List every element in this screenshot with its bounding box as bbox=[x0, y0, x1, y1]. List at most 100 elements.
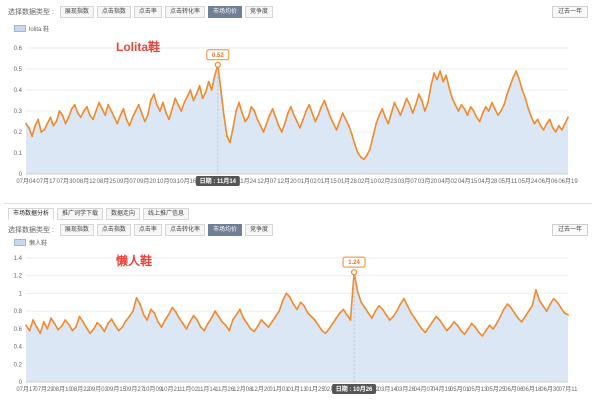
range-past-year-button[interactable]: 过去一年 bbox=[551, 6, 588, 18]
y-tick-label: 0.2 bbox=[14, 130, 23, 136]
data-point bbox=[110, 110, 113, 112]
data-point bbox=[131, 116, 134, 119]
data-point bbox=[52, 124, 55, 127]
subtab-market-analysis[interactable]: 市场数据分析 bbox=[8, 208, 55, 220]
data-point bbox=[278, 310, 281, 312]
peak-point bbox=[214, 61, 221, 68]
tab-click-rate[interactable]: 点击率 bbox=[133, 6, 162, 18]
data-point bbox=[338, 120, 341, 123]
data-point bbox=[424, 110, 426, 112]
data-point bbox=[171, 306, 174, 309]
subtab-keyword-download[interactable]: 推广词学下载 bbox=[57, 208, 104, 220]
data-point bbox=[449, 326, 452, 328]
data-point bbox=[140, 112, 143, 114]
data-point bbox=[267, 326, 270, 328]
data-type-label: 选择数据类型 : bbox=[8, 227, 54, 234]
data-point bbox=[31, 135, 33, 138]
data-point bbox=[217, 315, 220, 318]
data-point bbox=[460, 329, 462, 332]
data-point bbox=[214, 310, 216, 312]
data-point bbox=[64, 122, 67, 125]
tab-market-avg-price[interactable]: 市场均价 bbox=[207, 224, 242, 236]
tab-competition[interactable]: 竞争度 bbox=[244, 224, 273, 236]
data-point bbox=[445, 74, 448, 77]
subtab-online-promo[interactable]: 线上推广信息 bbox=[143, 208, 190, 220]
data-point bbox=[413, 317, 416, 320]
tab-click-index[interactable]: 点击指数 bbox=[96, 224, 131, 236]
tab-click-index[interactable]: 点击指数 bbox=[96, 6, 131, 18]
x-tick-label: 06月06 bbox=[538, 178, 558, 185]
tab-conversion-rate[interactable]: 点击转化率 bbox=[164, 6, 205, 18]
data-point bbox=[497, 114, 499, 117]
data-point bbox=[484, 105, 487, 108]
data-point bbox=[466, 114, 469, 117]
data-point bbox=[324, 332, 327, 335]
data-point bbox=[527, 108, 530, 110]
tab-market-avg-price[interactable]: 市场均价 bbox=[207, 6, 242, 18]
series-area bbox=[26, 64, 568, 174]
y-tick-label: 0 bbox=[19, 380, 23, 386]
data-point bbox=[538, 299, 541, 302]
y-tick-label: 1.4 bbox=[14, 256, 23, 262]
data-point bbox=[433, 72, 435, 75]
data-point bbox=[256, 325, 259, 328]
y-tick-label: 0.6 bbox=[14, 46, 23, 52]
data-point bbox=[199, 326, 202, 328]
data-point bbox=[354, 143, 356, 146]
data-point bbox=[283, 122, 286, 125]
x-tick-label: 12月20 bbox=[251, 386, 271, 393]
y-tick-label: 1.2 bbox=[14, 274, 23, 280]
data-point bbox=[128, 315, 131, 318]
data-point bbox=[436, 78, 438, 81]
data-point bbox=[137, 103, 140, 106]
data-point bbox=[182, 322, 184, 325]
data-point bbox=[515, 70, 518, 72]
data-point bbox=[478, 331, 480, 334]
tab-impression-index[interactable]: 展现指数 bbox=[59, 224, 94, 236]
data-point bbox=[71, 329, 74, 332]
x-tick-label: 10月21 bbox=[161, 386, 181, 393]
x-tick-label: 11月14 bbox=[197, 386, 217, 393]
x-tick-label: 01月13 bbox=[287, 386, 307, 393]
data-point bbox=[49, 116, 52, 119]
data-point bbox=[520, 320, 523, 323]
x-tick-label: 07月04 bbox=[16, 178, 36, 185]
x-tick-label: 04月15 bbox=[458, 178, 478, 185]
data-point bbox=[122, 108, 125, 110]
data-point bbox=[274, 116, 277, 119]
data-point bbox=[235, 110, 238, 112]
subtab-data-trend[interactable]: 数据走向 bbox=[106, 208, 141, 220]
x-tick-label: 08月22 bbox=[71, 386, 91, 393]
chart-legend[interactable]: lolita 鞋 bbox=[14, 24, 49, 33]
tab-click-rate[interactable]: 点击率 bbox=[133, 224, 162, 236]
date-tooltip-box bbox=[195, 176, 240, 186]
data-point bbox=[305, 110, 307, 112]
data-point bbox=[116, 122, 119, 125]
data-point bbox=[260, 319, 263, 321]
data-point bbox=[402, 105, 405, 108]
data-point bbox=[506, 303, 509, 305]
range-past-year-button[interactable]: 过去一年 bbox=[551, 224, 588, 236]
x-tick-label: 10月03 bbox=[157, 178, 177, 185]
data-point bbox=[135, 297, 138, 299]
data-point bbox=[542, 129, 545, 131]
data-type-toolbar: 选择数据类型 : 展现指数 点击指数 点击率 点击转化率 市场均价 竞争度 bbox=[8, 224, 273, 236]
data-point bbox=[195, 93, 198, 96]
data-point bbox=[203, 329, 206, 332]
data-point bbox=[153, 93, 155, 96]
data-point bbox=[98, 101, 100, 104]
x-tick-label: 11月26 bbox=[215, 386, 235, 393]
data-point bbox=[430, 84, 432, 87]
data-point bbox=[542, 304, 544, 307]
data-point bbox=[198, 84, 201, 87]
data-point bbox=[357, 152, 359, 154]
data-point bbox=[321, 329, 323, 332]
x-tick-label: 01月02 bbox=[297, 178, 317, 185]
y-tick-label: 0.1 bbox=[14, 151, 23, 157]
tab-conversion-rate[interactable]: 点击转化率 bbox=[164, 224, 205, 236]
data-point bbox=[420, 328, 423, 330]
tab-impression-index[interactable]: 展现指数 bbox=[59, 6, 94, 18]
tab-competition[interactable]: 竞争度 bbox=[244, 6, 273, 18]
chart-legend[interactable]: 懒人鞋 bbox=[14, 238, 47, 247]
data-point bbox=[494, 108, 496, 110]
